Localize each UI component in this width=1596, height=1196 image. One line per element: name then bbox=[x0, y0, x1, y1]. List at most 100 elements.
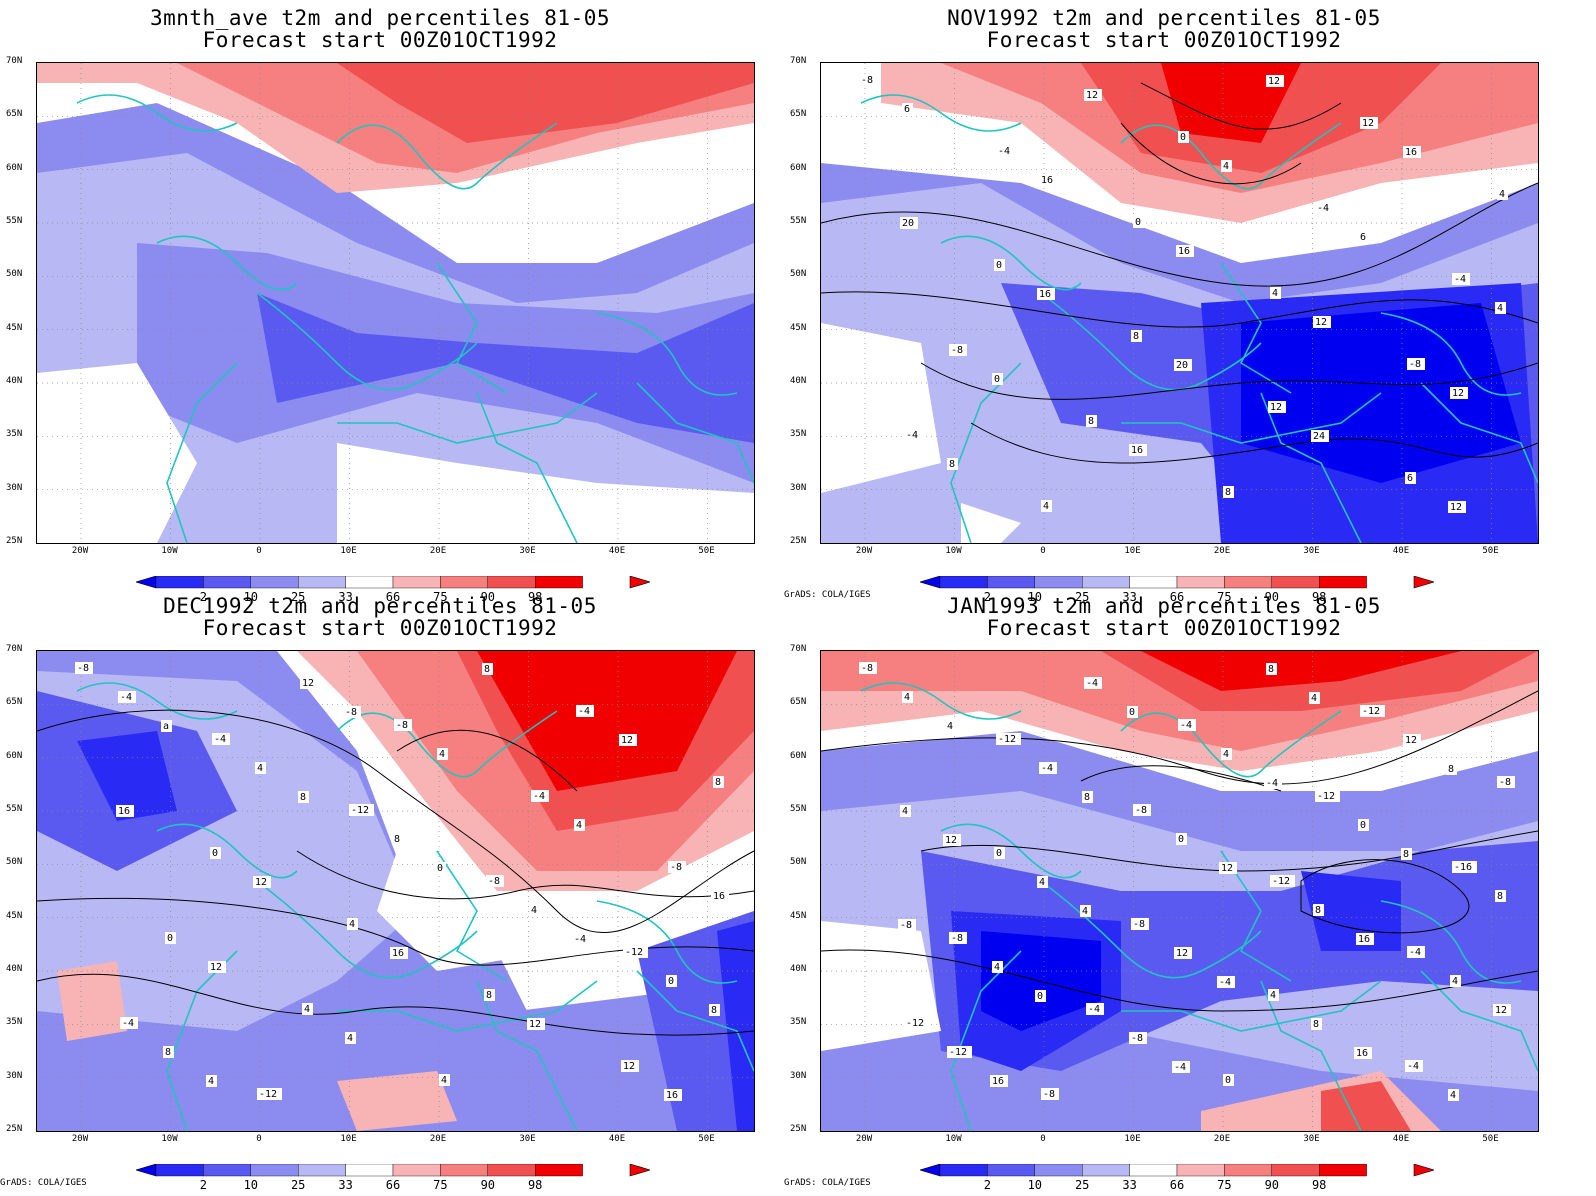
panel-title: DEC1992 t2m and percentiles 81-05 bbox=[163, 594, 597, 618]
svg-text:4: 4 bbox=[347, 1033, 353, 1044]
panel-title: 3mnth_ave t2m and percentiles 81-05 bbox=[149, 6, 610, 30]
svg-text:4: 4 bbox=[1039, 877, 1045, 888]
svg-text:16: 16 bbox=[1041, 175, 1053, 186]
map-area: -8 -4 0 4 -8 -4 4 0 -4 -4 -8 8 8 12 4 0 8 12 6 6 16 16 12 12 8 12… bbox=[820, 62, 1539, 544]
contour-label: -8 bbox=[75, 662, 93, 674]
percentile-region bbox=[57, 961, 127, 1041]
contour-line bbox=[37, 897, 754, 966]
svg-text:8: 8 bbox=[1497, 891, 1503, 902]
contour-label: -8 bbox=[898, 919, 916, 931]
colorbar-label: 98 bbox=[1311, 1178, 1327, 1192]
contour-label: -12 bbox=[1270, 875, 1295, 887]
contour-label: 12 bbox=[621, 1060, 639, 1072]
svg-text:8: 8 bbox=[1268, 664, 1274, 675]
contour-label: -8 bbox=[1041, 1088, 1059, 1100]
coastline bbox=[337, 392, 598, 444]
svg-text:20: 20 bbox=[902, 218, 914, 229]
lat-label: 55N bbox=[790, 804, 807, 814]
svg-text:-4: -4 bbox=[1266, 778, 1278, 789]
svg-text:4: 4 bbox=[902, 806, 908, 817]
svg-text:4: 4 bbox=[1270, 990, 1276, 1001]
lat-label: 45N bbox=[790, 910, 807, 921]
svg-text:8: 8 bbox=[715, 777, 721, 788]
lon-label: 20E bbox=[1213, 546, 1231, 556]
svg-text:12: 12 bbox=[1495, 1005, 1507, 1016]
contour-label: 4 bbox=[529, 904, 540, 916]
svg-text:16: 16 bbox=[1405, 147, 1417, 158]
colorbar-label: 25 bbox=[290, 590, 306, 604]
contour-label: 12 bbox=[943, 834, 961, 846]
svg-text:4: 4 bbox=[1311, 693, 1317, 704]
map-panel-jan1993: JAN1993 t2m and percentiles 81-05 Foreca… bbox=[784, 588, 1544, 1192]
lat-label: 40N bbox=[790, 376, 807, 386]
lat-label: 30N bbox=[790, 482, 807, 493]
contour-label: 8 bbox=[1131, 330, 1142, 342]
lon-label: 0 bbox=[256, 546, 262, 556]
lat-label: 30N bbox=[790, 1070, 807, 1081]
colorbar-label: 10 bbox=[1027, 1178, 1043, 1192]
svg-text:8: 8 bbox=[1448, 764, 1454, 775]
contour-label: 6 bbox=[1358, 231, 1369, 243]
contour-label: 0 bbox=[1358, 819, 1369, 831]
svg-text:-8: -8 bbox=[900, 920, 912, 931]
contour-label: 4 bbox=[1221, 748, 1232, 760]
contour-label: 0 bbox=[1223, 1074, 1234, 1086]
lon-label: 50E bbox=[698, 546, 715, 556]
svg-text:-8: -8 bbox=[1043, 1089, 1055, 1100]
contour-label: 12 bbox=[1268, 401, 1286, 413]
colorbar-label: 75 bbox=[433, 1178, 448, 1192]
map-svg: -8 -12 -8 -12 -4 -12 -8 -4 -12 -16 -8 -4 0 -12 -8 0 -8 4 -… bbox=[821, 651, 1538, 1131]
map-panel-dec1992: DEC1992 t2m and percentiles 81-05 Foreca… bbox=[0, 588, 760, 1192]
coastline bbox=[1220, 850, 1292, 982]
contour-line bbox=[1140, 82, 1342, 130]
svg-text:-4: -4 bbox=[906, 430, 918, 441]
svg-text:4: 4 bbox=[1043, 501, 1049, 512]
svg-text:-8: -8 bbox=[1131, 1033, 1143, 1044]
lat-label: 25N bbox=[790, 536, 807, 546]
lat-label: 25N bbox=[6, 1124, 23, 1134]
lat-label: 35N bbox=[6, 1017, 23, 1028]
svg-text:-4: -4 bbox=[1041, 763, 1053, 774]
percentile-region bbox=[1321, 1081, 1411, 1131]
contour-label: -4 bbox=[1178, 719, 1196, 731]
lon-label: 40E bbox=[608, 1134, 626, 1144]
colorbar-label: 75 bbox=[1217, 590, 1232, 604]
contour-label: -8 bbox=[859, 662, 877, 674]
contour-label: -4 bbox=[572, 933, 590, 945]
svg-text:-4: -4 bbox=[1086, 678, 1098, 689]
contour-label: -4 bbox=[1407, 946, 1425, 958]
contour-label: 12 bbox=[1493, 1004, 1511, 1016]
contour-label: 0 bbox=[666, 975, 677, 987]
percentile-region bbox=[1141, 651, 1461, 691]
coastline bbox=[1121, 392, 1382, 444]
svg-text:6: 6 bbox=[1360, 232, 1366, 243]
lat-label: 40N bbox=[6, 376, 23, 386]
contour-label: 16 bbox=[116, 805, 134, 817]
svg-text:4: 4 bbox=[1452, 976, 1458, 987]
contour-label: 8 bbox=[482, 663, 493, 675]
percentile-region bbox=[257, 293, 754, 443]
map-svg bbox=[37, 63, 754, 543]
lat-label: 35N bbox=[6, 429, 23, 440]
contour-label: -8 bbox=[859, 74, 877, 86]
svg-text:4: 4 bbox=[439, 749, 445, 760]
contour-label: 4 bbox=[206, 1075, 217, 1087]
contour-label: -8 bbox=[949, 932, 967, 944]
svg-text:-4: -4 bbox=[574, 934, 586, 945]
lat-label: 70N bbox=[790, 56, 807, 66]
colorbar-label: 33 bbox=[1122, 590, 1137, 604]
contour-line bbox=[37, 973, 754, 1036]
svg-text:-12: -12 bbox=[998, 734, 1016, 745]
colorbar-svg bbox=[918, 1163, 1436, 1177]
coastline bbox=[1260, 392, 1362, 543]
contour-label: 4 bbox=[1270, 287, 1281, 299]
contour-label: -12 bbox=[1360, 705, 1385, 717]
contour-label: 4 bbox=[1268, 989, 1279, 1001]
contour-label: 8 bbox=[1311, 1018, 1322, 1030]
svg-text:-8: -8 bbox=[396, 720, 408, 731]
lat-label: 30N bbox=[6, 1070, 23, 1081]
colorbar-label: 25 bbox=[1074, 590, 1090, 604]
svg-text:8: 8 bbox=[949, 459, 955, 470]
colorbar-label: 10 bbox=[1027, 590, 1043, 604]
svg-text:8: 8 bbox=[300, 792, 306, 803]
